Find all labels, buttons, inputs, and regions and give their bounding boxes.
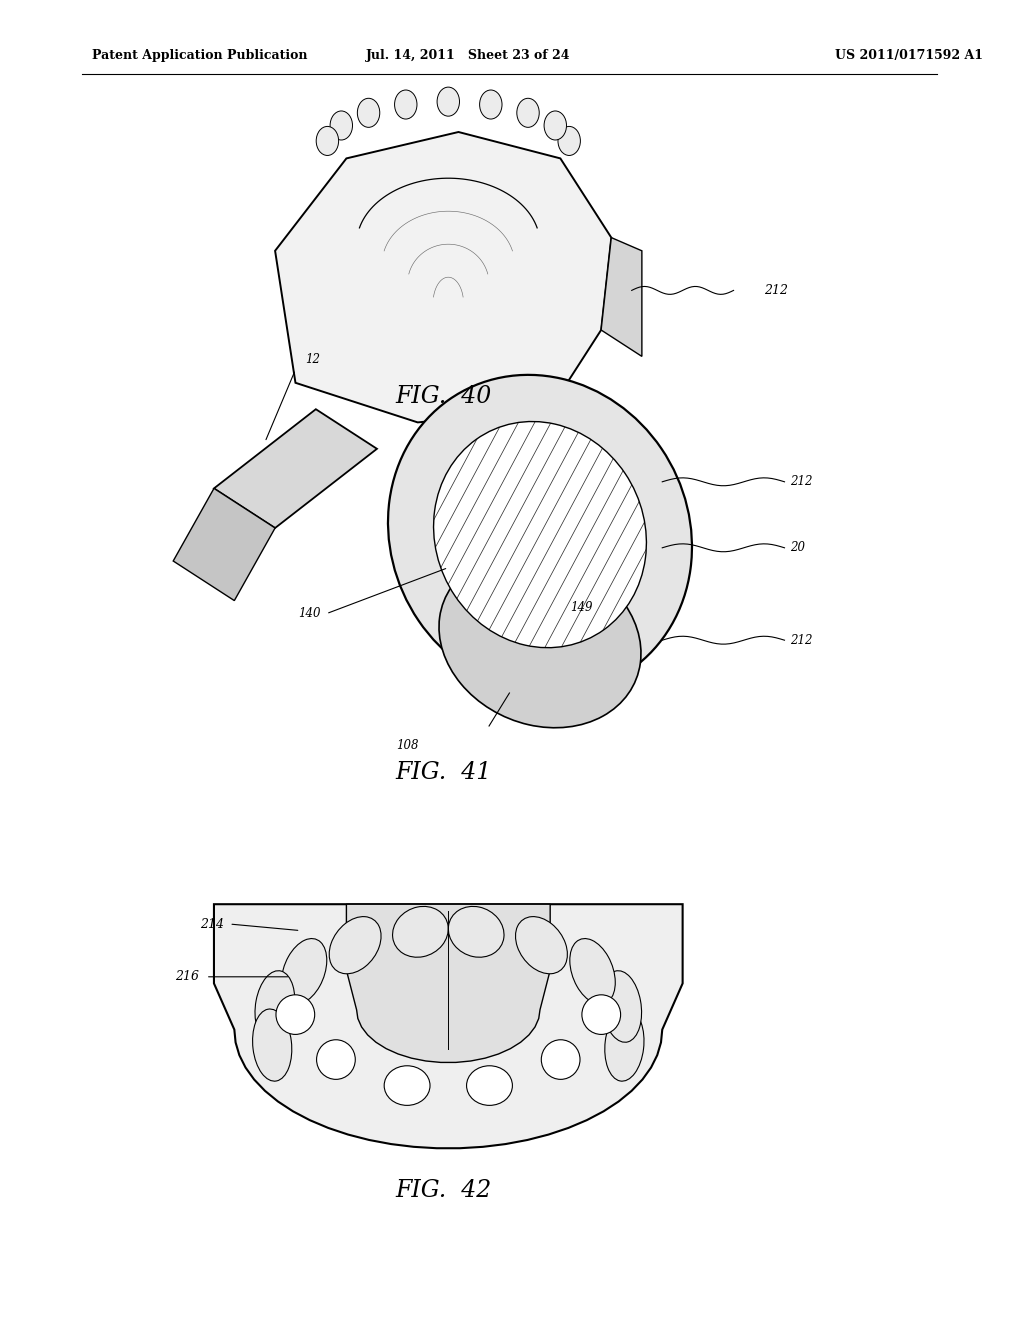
Ellipse shape [582, 995, 621, 1035]
Polygon shape [173, 488, 275, 601]
Text: FIG.  40: FIG. 40 [395, 384, 492, 408]
Ellipse shape [449, 907, 504, 957]
Polygon shape [214, 904, 683, 1148]
Text: Jul. 14, 2011   Sheet 23 of 24: Jul. 14, 2011 Sheet 23 of 24 [367, 49, 571, 62]
Circle shape [544, 111, 566, 140]
Ellipse shape [392, 907, 449, 957]
Text: 214: 214 [200, 917, 224, 931]
Ellipse shape [253, 1008, 292, 1081]
Polygon shape [346, 904, 550, 1063]
Ellipse shape [515, 916, 567, 974]
Text: 140: 140 [298, 607, 321, 620]
Ellipse shape [467, 1065, 512, 1105]
Text: 149: 149 [570, 601, 593, 614]
Circle shape [330, 111, 352, 140]
Ellipse shape [439, 553, 641, 727]
Ellipse shape [316, 1040, 355, 1080]
Text: 216: 216 [175, 970, 199, 983]
Polygon shape [214, 409, 377, 528]
Text: FIG.  42: FIG. 42 [395, 1179, 492, 1203]
Ellipse shape [282, 939, 327, 1005]
Ellipse shape [388, 375, 692, 694]
Text: 212: 212 [790, 634, 812, 647]
Ellipse shape [433, 421, 646, 648]
Text: US 2011/0171592 A1: US 2011/0171592 A1 [836, 49, 983, 62]
Polygon shape [601, 238, 642, 356]
Polygon shape [275, 132, 611, 422]
Circle shape [437, 87, 460, 116]
Ellipse shape [329, 916, 381, 974]
Ellipse shape [542, 1040, 580, 1080]
Circle shape [517, 98, 540, 127]
Text: 12: 12 [305, 352, 321, 366]
Text: 212: 212 [790, 475, 812, 488]
Text: 212: 212 [764, 284, 788, 297]
Ellipse shape [384, 1065, 430, 1105]
Text: Patent Application Publication: Patent Application Publication [92, 49, 307, 62]
Ellipse shape [602, 970, 642, 1043]
Circle shape [479, 90, 502, 119]
Circle shape [316, 127, 339, 156]
Ellipse shape [276, 995, 314, 1035]
Text: FIG.  41: FIG. 41 [395, 760, 492, 784]
Ellipse shape [255, 970, 295, 1043]
Circle shape [394, 90, 417, 119]
Text: 20: 20 [790, 541, 805, 554]
Text: 108: 108 [396, 739, 419, 752]
Ellipse shape [605, 1008, 644, 1081]
Circle shape [357, 98, 380, 127]
Circle shape [558, 127, 581, 156]
Ellipse shape [569, 939, 615, 1005]
